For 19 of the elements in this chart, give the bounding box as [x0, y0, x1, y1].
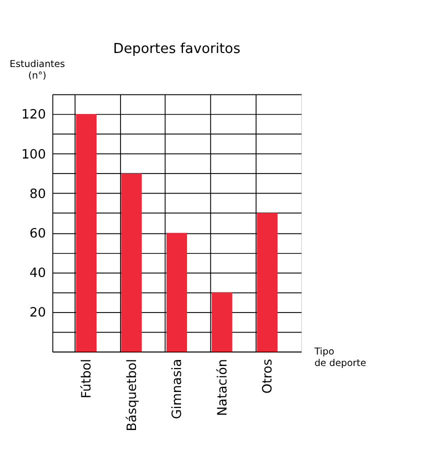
bar: [212, 292, 232, 352]
x-tick-label: Básquetbol: [124, 358, 140, 432]
x-tick-label: Gimnasia: [170, 358, 186, 420]
x-tick-label: Fútbol: [80, 358, 95, 398]
y-tick-label: 100: [21, 147, 46, 162]
y-tick-label: 80: [30, 186, 46, 202]
y-tick-label: 120: [21, 108, 46, 123]
x-axis-title: Tipo de deporte: [313, 346, 366, 369]
bar: [256, 213, 278, 352]
y-tick-label: 60: [30, 226, 46, 242]
x-tick-label: Natación: [215, 358, 230, 416]
bar: [166, 232, 188, 352]
x-tick-label: Otros: [260, 358, 276, 394]
y-tick-label: 20: [30, 306, 46, 321]
chart-title: Deportes favoritos: [113, 41, 240, 58]
y-axis-title: Estudiantes (n°): [10, 59, 66, 82]
y-tick-label: 40: [30, 266, 46, 282]
bar: [76, 114, 97, 352]
bar: [121, 173, 142, 352]
